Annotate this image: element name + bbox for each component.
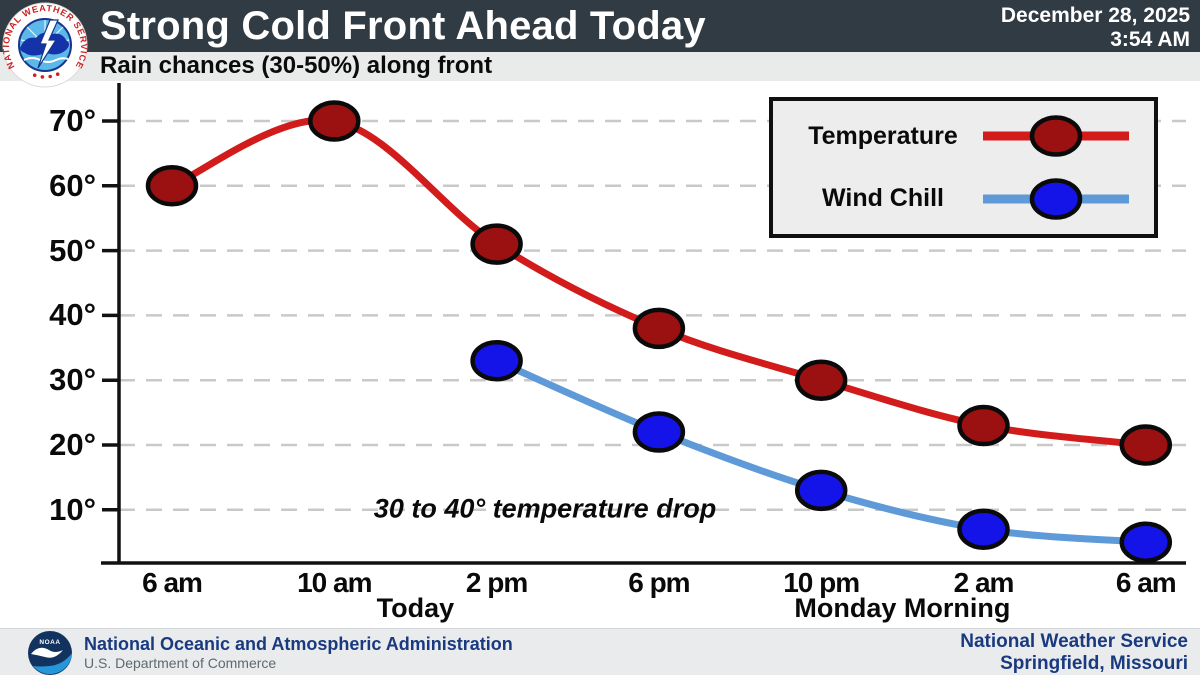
chart-annotation: 30 to 40° temperature drop <box>373 493 717 524</box>
x-tick-label: 6 pm <box>628 567 690 598</box>
x-tick-label: 10 pm <box>783 567 860 598</box>
wind-chill-marker <box>632 411 686 453</box>
wind-chill-marker <box>1119 521 1173 563</box>
legend-label-temperature: Temperature <box>808 121 958 150</box>
footer-right: National Weather Service Springfield, Mi… <box>960 631 1188 675</box>
temperature-marker <box>470 223 523 265</box>
header-datetime: December 28, 2025 3:54 AM <box>1001 3 1190 51</box>
y-tick-label: 10° <box>49 491 96 527</box>
x-tick-label: 6 am <box>142 567 203 598</box>
page-title: Strong Cold Front Ahead Today <box>100 4 706 48</box>
footer-left: National Oceanic and Atmospheric Adminis… <box>84 633 513 671</box>
header-bar: Strong Cold Front Ahead Today December 2… <box>0 0 1200 52</box>
x-group-label: Monday Morning <box>794 593 1011 623</box>
header-time: 3:54 AM <box>1110 28 1190 51</box>
x-tick-label: 2 am <box>953 567 1015 598</box>
nws-office-location: Springfield, Missouri <box>1000 653 1188 674</box>
temperature-marker <box>1119 424 1173 466</box>
x-group-label: Today <box>376 593 455 623</box>
nws-office-name: National Weather Service <box>960 631 1188 652</box>
x-tick-label: 2 pm <box>465 567 528 598</box>
temperature-marker <box>308 100 361 142</box>
header-date: December 28, 2025 <box>1000 4 1190 27</box>
wind-chill-swatch-icon <box>983 178 1129 220</box>
page-subtitle: Rain chances (30-50%) along front <box>100 52 493 79</box>
y-tick-label: 50° <box>49 232 96 268</box>
y-tick-label: 60° <box>49 167 96 203</box>
wind-chill-marker <box>794 469 848 512</box>
y-tick-label: 70° <box>49 103 96 138</box>
legend-label-wind-chill: Wind Chill <box>822 184 944 213</box>
temperature-marker <box>794 359 848 401</box>
y-tick-label: 30° <box>49 362 96 398</box>
x-tick-label: 6 am <box>1115 567 1177 598</box>
noaa-logo-icon: NOAA <box>28 631 72 675</box>
wind-chill-marker <box>470 340 523 382</box>
y-tick-label: 40° <box>49 297 96 333</box>
legend-row-temperature: Temperature <box>789 113 1138 159</box>
x-tick-label: 10 am <box>297 567 372 598</box>
noaa-title: National Oceanic and Atmospheric Adminis… <box>84 634 513 654</box>
legend-row-wind-chill: Wind Chill <box>789 176 1138 222</box>
temperature-marker <box>957 404 1010 447</box>
commerce-subtitle: U.S. Department of Commerce <box>84 655 277 671</box>
subtitle-strip: Rain chances (30-50%) along front <box>0 52 1200 81</box>
y-tick-label: 20° <box>49 427 96 462</box>
nws-logo-icon: NATIONAL WEATHER SERVICE <box>1 2 88 88</box>
chart-legend: Temperature Wind Chill <box>769 97 1158 238</box>
temperature-marker <box>145 165 199 207</box>
temperature-marker <box>632 307 686 350</box>
temperature-swatch-icon <box>983 115 1129 157</box>
footer-bar: NOAA National Oceanic and Atmospheric Ad… <box>0 628 1200 675</box>
wind-chill-marker <box>957 508 1010 550</box>
svg-text:NOAA: NOAA <box>39 639 60 646</box>
